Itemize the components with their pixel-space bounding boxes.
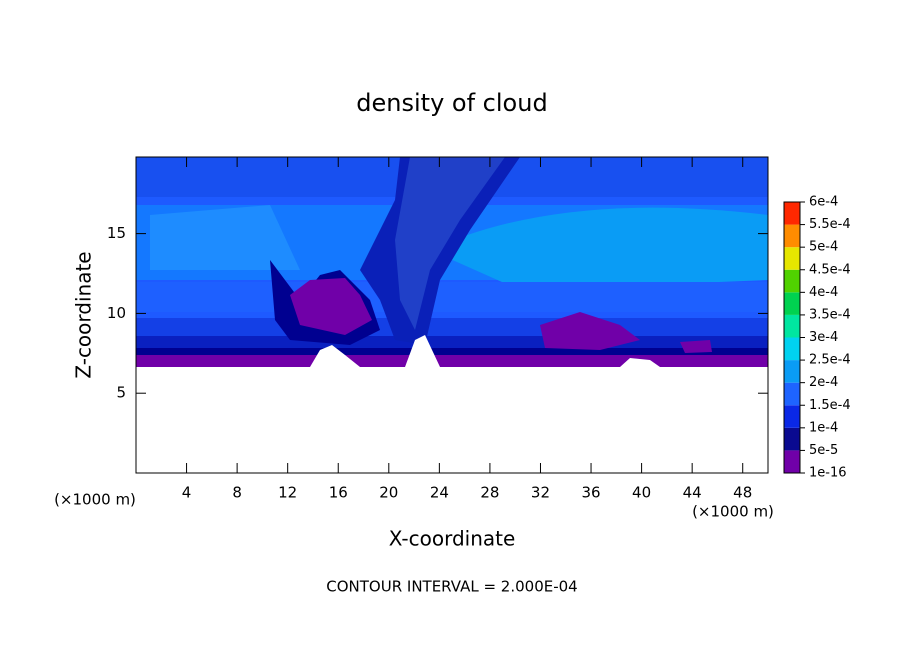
colorbar-label: 1e-4 bbox=[809, 420, 838, 435]
y-tick-label: 5 bbox=[116, 384, 126, 402]
y-tick-label: 10 bbox=[107, 304, 126, 322]
field-empty bbox=[620, 358, 660, 367]
cloud-blob bbox=[290, 278, 372, 335]
x-tick-label: 4 bbox=[182, 484, 192, 502]
field-band bbox=[136, 355, 768, 367]
x-tick-label: 44 bbox=[683, 484, 702, 502]
cloud-blob bbox=[680, 340, 712, 353]
colorbar-band bbox=[784, 314, 800, 338]
contour-field bbox=[136, 157, 768, 473]
colorbar-band bbox=[784, 337, 800, 361]
colorbar-label: 5e-5 bbox=[809, 443, 838, 458]
colorbar-band bbox=[784, 202, 800, 225]
colorbar-band bbox=[784, 382, 800, 406]
field-streak bbox=[395, 157, 505, 330]
x-tick-label: 16 bbox=[329, 484, 348, 502]
colorbar-band bbox=[784, 247, 800, 270]
field-band bbox=[136, 318, 768, 336]
colorbar-label: 5.5e-4 bbox=[809, 217, 851, 232]
colorbar-band bbox=[784, 292, 800, 315]
x-tick-label: 28 bbox=[480, 484, 499, 502]
x-tick-label: 32 bbox=[531, 484, 550, 502]
x-tick-label: 24 bbox=[430, 484, 449, 502]
chart-title: density of cloud bbox=[356, 89, 547, 117]
x-tick-label: 8 bbox=[232, 484, 242, 502]
colorbar-label: 3.5e-4 bbox=[809, 307, 851, 322]
colorbar-band bbox=[784, 224, 800, 248]
colorbar-label: 4.5e-4 bbox=[809, 262, 851, 277]
annotation: CONTOUR INTERVAL = 2.000E-04 bbox=[326, 578, 577, 596]
field-region bbox=[430, 207, 768, 290]
y-unit: (×1000 m) bbox=[54, 491, 136, 509]
field-region bbox=[150, 205, 300, 270]
colorbar-band bbox=[784, 405, 800, 428]
field-band bbox=[136, 282, 768, 312]
field-band bbox=[136, 348, 768, 356]
plot-frame bbox=[135, 156, 769, 474]
colorbar-band bbox=[784, 450, 800, 473]
colorbar-label: 5e-4 bbox=[809, 240, 838, 255]
colorbar-band bbox=[784, 427, 800, 451]
colorbar-label: 2.5e-4 bbox=[809, 353, 851, 368]
field-band bbox=[136, 336, 768, 350]
field-empty bbox=[136, 367, 768, 473]
colorbar-label: 1e-16 bbox=[809, 466, 847, 481]
colorbar-label: 1.5e-4 bbox=[809, 398, 851, 413]
x-tick-label: 12 bbox=[278, 484, 297, 502]
colorbar-label: 3e-4 bbox=[809, 330, 838, 345]
y-axis-title: Z-coordinate bbox=[72, 251, 96, 378]
x-axis-title: X-coordinate bbox=[389, 527, 516, 551]
x-tick-label: 40 bbox=[632, 484, 651, 502]
x-tick-label: 48 bbox=[733, 484, 752, 502]
colorbar-band bbox=[784, 360, 800, 383]
x-tick-label: 36 bbox=[581, 484, 600, 502]
colorbar-label: 2e-4 bbox=[809, 375, 838, 390]
x-tick-label: 20 bbox=[379, 484, 398, 502]
field-empty bbox=[310, 345, 360, 367]
colorbar-label: 6e-4 bbox=[809, 195, 838, 210]
field-empty bbox=[405, 335, 440, 367]
y-tick-label: 15 bbox=[107, 224, 126, 242]
colorbar-label: 4e-4 bbox=[809, 285, 838, 300]
colorbar-band bbox=[784, 269, 800, 293]
cloud-blob bbox=[540, 312, 640, 350]
x-unit: (×1000 m) bbox=[692, 503, 774, 521]
